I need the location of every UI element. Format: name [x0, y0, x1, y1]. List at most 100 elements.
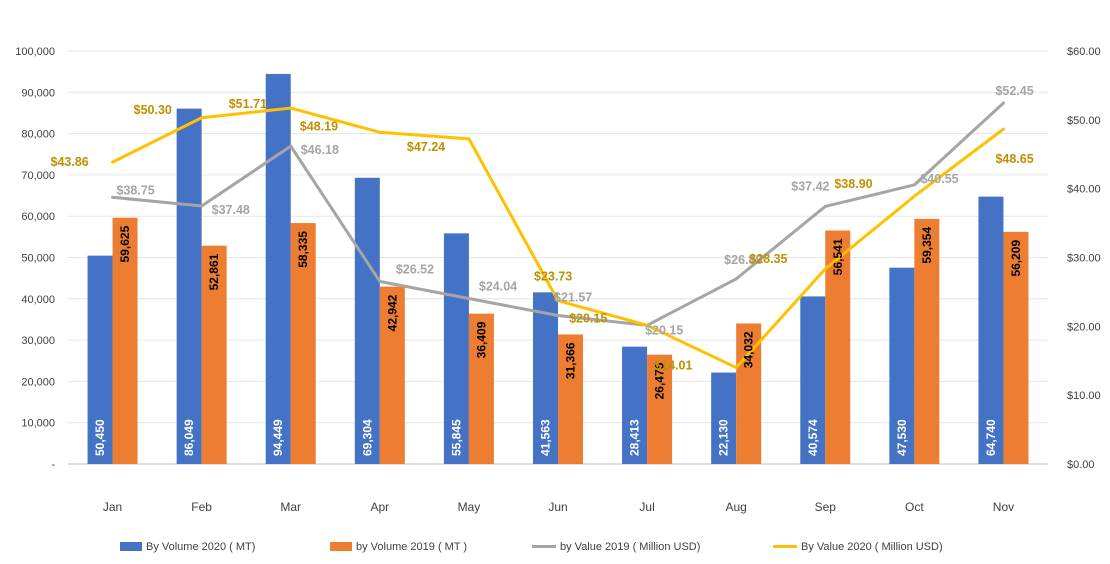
line-data-label: $48.65	[995, 152, 1033, 166]
bar	[265, 73, 291, 464]
category-label: Jul	[639, 500, 654, 514]
bar-data-label: 41,563	[539, 419, 553, 456]
legend-item: by Volume 2019 ( MT )	[330, 541, 467, 553]
left-tick-label: 20,000	[21, 376, 55, 388]
bar	[978, 196, 1004, 465]
right-tick-label: $30.00	[1067, 253, 1101, 265]
line-data-label: $50.30	[134, 103, 172, 117]
bar	[379, 286, 405, 464]
left-tick-label: 90,000	[21, 87, 55, 99]
legend-swatch	[120, 542, 142, 551]
bar	[87, 255, 113, 464]
line-data-label: $37.48	[212, 203, 250, 217]
bar-data-label: 40,574	[806, 419, 820, 456]
legend: By Volume 2020 ( MT) by Volume 2019 ( MT …	[120, 541, 943, 553]
legend-swatch	[330, 542, 352, 551]
x-axis: Jan Feb Mar Apr May Jun Jul Aug Sep Oct Nov	[103, 500, 1014, 514]
line-data-label: $48.19	[300, 119, 338, 133]
legend-item: By Volume 2020 ( MT)	[120, 541, 255, 553]
bar-data-label: 52,861	[207, 253, 221, 290]
right-tick-label: $40.00	[1067, 184, 1101, 196]
line-data-label: $20.15	[569, 311, 607, 325]
bar-data-label: 59,354	[920, 227, 934, 264]
right-tick-label: $0.00	[1067, 459, 1095, 471]
line-data-label: $47.24	[407, 140, 445, 154]
line-data-label: $46.18	[301, 143, 339, 157]
line-data-label: $24.04	[479, 280, 517, 294]
category-label: Oct	[905, 500, 924, 514]
bar	[736, 323, 762, 464]
category-label: Jan	[103, 500, 122, 514]
bar-data-label: 42,942	[385, 294, 399, 331]
line-labels: $38.75 $37.48 $46.18 $26.52 $24.04 $21.57 $20.…	[51, 84, 1034, 373]
legend-item: By Value 2020 ( Million USD)	[773, 541, 943, 553]
bar-data-label: 55,845	[449, 419, 463, 456]
bar	[201, 245, 227, 464]
line-data-label: $28.35	[749, 252, 787, 266]
bar-data-label: 28,413	[628, 419, 642, 456]
bar-data-label: 31,366	[564, 342, 578, 379]
bar-data-label: 94,449	[271, 419, 285, 456]
line-data-label: $51.71	[229, 97, 267, 111]
category-label: Mar	[280, 500, 301, 514]
bar-data-label: 36,409	[474, 321, 488, 358]
category-label: Feb	[191, 500, 212, 514]
line-data-label: $20.15	[645, 323, 683, 337]
right-tick-label: $10.00	[1067, 390, 1101, 402]
bar	[468, 313, 494, 464]
bar	[647, 354, 673, 464]
bar	[800, 296, 826, 464]
bar-data-label: 58,335	[296, 231, 310, 268]
bar-data-label: 34,032	[742, 331, 756, 368]
bar-data-label: 56,541	[831, 238, 845, 275]
legend-label: By Volume 2020 ( MT)	[146, 541, 255, 553]
bar-labels: 50,450 86,049 94,449 69,304 55,845 41,563 28,4…	[93, 225, 1023, 456]
value-line	[111, 101, 1005, 327]
legend-item: by Value 2019 ( Million USD)	[532, 541, 700, 553]
line-data-label: $21.57	[554, 291, 592, 305]
bar	[1003, 231, 1029, 464]
left-tick-label: 70,000	[21, 170, 55, 182]
left-tick-label: 80,000	[21, 129, 55, 141]
bar-data-label: 59,625	[118, 225, 132, 262]
line-data-label: $38.75	[117, 183, 155, 197]
legend-label: By Value 2020 ( Million USD)	[801, 541, 943, 553]
bar-data-label: 50,450	[93, 419, 107, 456]
bar-data-label: 22,130	[717, 419, 731, 456]
line-data-label: $37.42	[791, 179, 829, 193]
category-label: May	[458, 500, 481, 514]
left-tick-label: 100,000	[15, 46, 55, 58]
right-tick-label: $50.00	[1067, 115, 1101, 127]
bar	[558, 334, 583, 464]
category-label: Nov	[993, 500, 1014, 514]
bar	[889, 267, 915, 464]
bar-data-label: 47,530	[895, 419, 909, 456]
bar-data-label: 26,475	[653, 362, 667, 399]
value-lines	[111, 101, 1005, 370]
left-axis: - 10,000 20,000 30,000 40,000 50,000 60,000 70,…	[15, 46, 55, 471]
category-label: Sep	[815, 500, 837, 514]
bar	[290, 223, 316, 464]
value-line	[111, 106, 1005, 370]
right-tick-label: $60.00	[1067, 46, 1101, 58]
bar	[533, 292, 558, 464]
line-data-label: $14.01	[654, 359, 692, 373]
bars	[87, 73, 1029, 465]
bar	[443, 233, 469, 464]
left-tick-label: -	[51, 459, 55, 471]
left-tick-label: 40,000	[21, 294, 55, 306]
category-label: Apr	[370, 500, 389, 514]
line-data-label: $23.73	[534, 270, 572, 284]
bar	[112, 217, 138, 464]
category-label: Jun	[548, 500, 567, 514]
legend-label: by Value 2019 ( Million USD)	[560, 541, 700, 553]
line-data-label: $40.55	[920, 172, 958, 186]
left-tick-label: 50,000	[21, 253, 55, 265]
bar-data-label: 69,304	[360, 419, 374, 456]
bar	[176, 108, 202, 465]
bar	[354, 177, 380, 464]
bar-data-label: 64,740	[984, 419, 998, 456]
bar	[711, 372, 737, 464]
